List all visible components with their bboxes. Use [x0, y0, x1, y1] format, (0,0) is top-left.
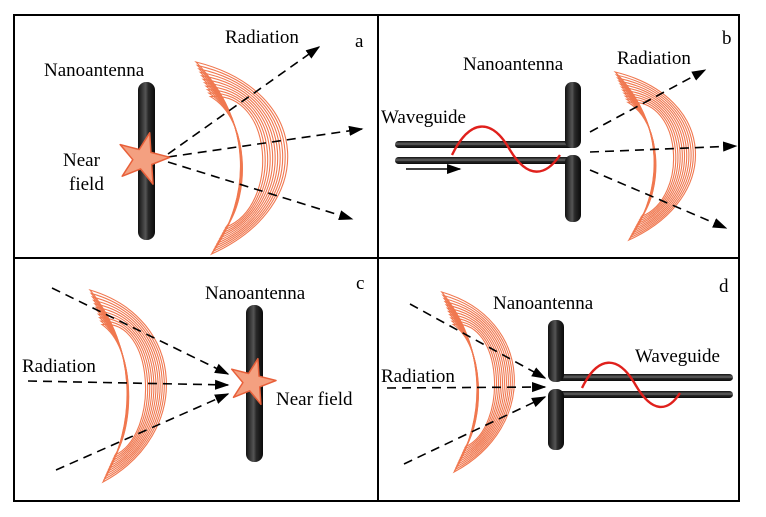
wavefront-contour [626, 101, 675, 218]
wavefront-contour [208, 95, 264, 229]
panel-b-waveguide-upper [395, 141, 575, 148]
panel-b-arrow-up [589, 69, 707, 133]
panel-a-radiation-arrows [167, 46, 364, 220]
panel-c-wavefront [88, 288, 167, 484]
panel-c-nanoantenna-label: Nanoantenna [205, 283, 306, 304]
panel-d-letter: d [719, 276, 729, 297]
wavefront-contour [100, 323, 147, 457]
panel-b: b Nanoantenna Radiation Waveguide [381, 28, 738, 242]
panel-b-waveguide [395, 141, 575, 164]
panel-a-arrow-up [167, 46, 321, 155]
panel-d-guided-wave [580, 361, 682, 409]
panel-d-nanoantenna-upper-rod [548, 320, 564, 382]
panel-c-arrow-bottom [55, 393, 230, 471]
panel-d-incoming-arrows [386, 303, 547, 465]
panel-b-letter: b [722, 28, 732, 49]
panel-d-arrow-mid [386, 382, 547, 393]
panel-d-waveguide [555, 374, 733, 398]
panel-a-nanoantenna-label: Nanoantenna [44, 60, 145, 81]
panel-c-letter: c [356, 273, 364, 294]
panel-b-radiation-arrows [589, 69, 738, 229]
panel-frames [13, 14, 740, 502]
panel-b-wavefront [613, 70, 696, 242]
panel-a-near-field-star [119, 132, 171, 185]
panel-a-near-label-line2: field [69, 174, 104, 195]
panel-c-arrow-top [51, 287, 230, 375]
panel-c-incoming-arrows [27, 287, 230, 471]
panel-b-radiation-label: Radiation [617, 48, 691, 69]
panel-a-radiation-label: Radiation [225, 27, 299, 48]
panel-d-wavefront [440, 290, 515, 474]
panel-a-near-label-line1: Near [63, 150, 101, 171]
panel-d-waveguide-label: Waveguide [635, 346, 720, 367]
panel-a-arrow-mid [167, 125, 364, 158]
panel-c-near-field-label: Near field [276, 389, 353, 410]
panel-d-radiation-label: Radiation [381, 366, 455, 387]
panel-c: c Nanoantenna Radiation Near field [22, 273, 364, 484]
panel-a-wavefront [194, 60, 289, 256]
panel-a-letter: a [355, 31, 364, 52]
panel-a: a Radiation Nanoantenna Near field [44, 27, 364, 256]
panel-b-nanoantenna-label: Nanoantenna [463, 54, 564, 75]
panel-d-waveguide-upper [555, 374, 733, 381]
panel-d: d Nanoantenna Waveguide Radiation [381, 276, 733, 474]
panel-d-arrow-bottom [403, 396, 547, 465]
panel-d-nanoantenna-label: Nanoantenna [493, 293, 594, 314]
panel-d-arrow-top [409, 303, 547, 379]
panel-d-nanoantenna-lower-rod [548, 389, 564, 450]
panel-b-guided-wave [450, 125, 561, 173]
panel-c-arrow-mid [27, 379, 230, 390]
panel-b-arrow-mid [589, 141, 738, 153]
wavefront-contour [451, 323, 496, 449]
panel-b-nanoantenna-lower-rod [565, 155, 581, 222]
panel-b-waveguide-label: Waveguide [381, 107, 466, 128]
panel-b-arrow-down [589, 169, 728, 229]
panel-b-waveguide-lower [395, 157, 575, 164]
panel-d-waveguide-lower [555, 391, 733, 398]
panel-b-nanoantenna-upper-rod [565, 82, 581, 148]
panel-c-radiation-label: Radiation [22, 356, 96, 377]
panel-a-arrow-down [167, 161, 354, 220]
panel-c-near-field-star [230, 357, 277, 406]
